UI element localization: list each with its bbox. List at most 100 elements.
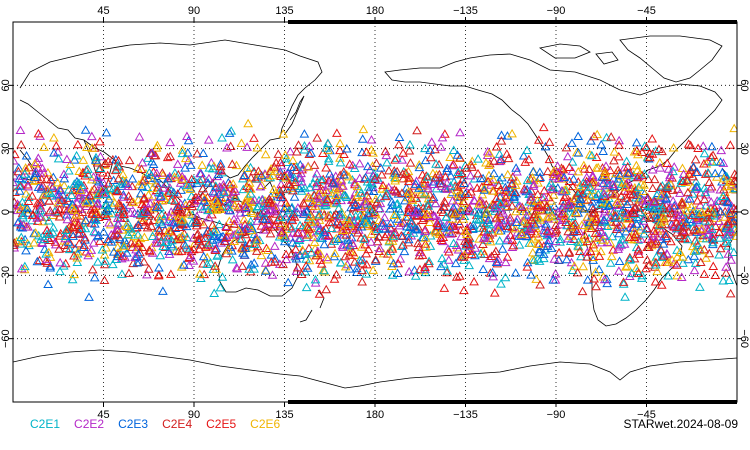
observation-marker (412, 125, 422, 135)
observation-marker (34, 212, 45, 221)
observation-marker (462, 246, 472, 255)
observation-marker (498, 208, 509, 217)
observation-marker (474, 199, 485, 208)
observation-marker (294, 233, 305, 243)
observation-marker (703, 168, 713, 177)
observation-marker (455, 180, 466, 189)
observation-marker (163, 188, 174, 197)
observation-marker (167, 195, 178, 204)
observation-marker (246, 184, 256, 193)
observation-marker (27, 191, 38, 200)
observation-marker (647, 133, 658, 143)
observation-marker (54, 185, 65, 194)
observation-marker (374, 215, 384, 225)
observation-marker (695, 200, 706, 209)
observation-marker (338, 242, 348, 251)
observation-marker (587, 177, 597, 186)
observation-marker (323, 145, 333, 154)
observation-marker (602, 237, 613, 246)
observation-marker (431, 227, 441, 237)
observation-marker (557, 203, 568, 213)
observation-marker (72, 249, 83, 258)
observation-marker (650, 146, 661, 155)
observation-marker (165, 151, 176, 161)
observation-marker (124, 268, 134, 277)
observation-marker (245, 216, 256, 226)
observation-marker (110, 154, 121, 164)
observation-marker (469, 276, 479, 286)
observation-marker (609, 147, 620, 156)
observation-marker (129, 231, 140, 241)
observation-marker (245, 188, 256, 198)
observation-marker (699, 159, 709, 168)
observation-marker (229, 236, 240, 246)
observation-marker (436, 233, 446, 242)
observation-marker (668, 166, 678, 176)
observation-marker (445, 152, 455, 162)
observation-marker (417, 215, 428, 224)
observation-marker (322, 181, 333, 190)
observation-marker (390, 173, 401, 183)
observation-marker (185, 250, 196, 260)
observation-marker (488, 174, 499, 184)
observation-marker (257, 213, 268, 223)
observation-marker (15, 125, 26, 135)
observation-marker (398, 148, 408, 157)
observation-marker (522, 175, 533, 185)
observation-marker (435, 178, 446, 188)
observation-marker (576, 220, 587, 229)
observation-marker (654, 157, 665, 167)
observation-marker (579, 204, 590, 213)
lon-label-top: 180 (366, 5, 384, 17)
observation-marker (354, 173, 365, 183)
observation-marker (194, 269, 205, 278)
observation-marker (505, 213, 516, 222)
observation-marker (502, 221, 513, 230)
observation-marker (418, 232, 429, 241)
observation-marker (569, 234, 579, 244)
observation-marker (331, 269, 342, 279)
observation-marker (173, 169, 184, 179)
observation-marker (154, 263, 164, 272)
observation-marker (404, 203, 414, 212)
observation-marker (356, 188, 366, 197)
observation-marker (49, 133, 59, 142)
observation-marker (552, 161, 563, 170)
observation-marker (678, 258, 688, 267)
observation-marker (64, 205, 74, 215)
observation-marker (386, 224, 397, 233)
observation-marker (491, 212, 502, 222)
observation-marker (544, 154, 555, 164)
observation-marker (487, 186, 498, 195)
observation-marker (685, 194, 695, 203)
observation-marker (249, 264, 259, 273)
observation-marker (382, 249, 393, 258)
observation-marker (44, 235, 55, 244)
observation-marker (375, 163, 386, 172)
observation-marker (477, 189, 488, 199)
observation-marker (223, 245, 233, 254)
observation-marker (522, 262, 533, 271)
observation-marker (380, 224, 391, 233)
observation-marker (206, 157, 217, 167)
observation-marker (215, 161, 226, 171)
observation-marker (650, 239, 661, 248)
observation-marker (708, 237, 718, 247)
observation-marker (71, 150, 82, 160)
observation-marker (387, 244, 398, 253)
observation-marker (55, 231, 65, 240)
lon-label-top: −135 (453, 5, 478, 17)
observation-marker (304, 193, 315, 202)
observation-marker (426, 137, 437, 146)
observation-marker (609, 155, 619, 165)
observation-marker (714, 233, 725, 242)
observation-marker (331, 190, 341, 199)
observation-marker (182, 232, 192, 242)
observation-marker (511, 206, 521, 216)
observation-marker (331, 209, 341, 219)
observation-marker (222, 143, 232, 152)
observation-marker (239, 170, 250, 180)
observation-marker (636, 221, 647, 231)
observation-marker (261, 214, 271, 224)
observation-marker (230, 200, 240, 210)
